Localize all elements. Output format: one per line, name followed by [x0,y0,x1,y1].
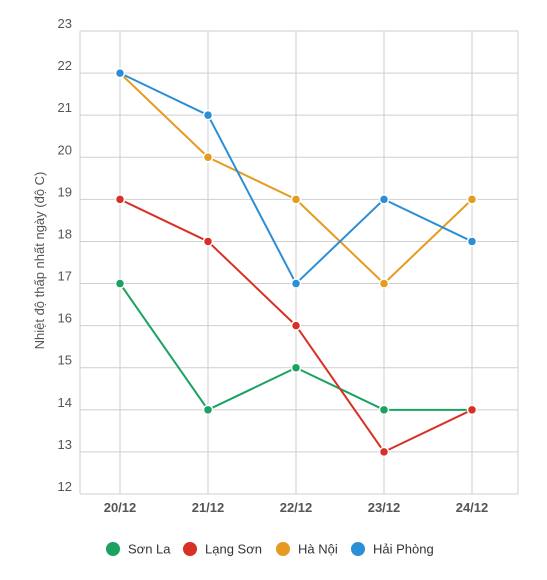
series-3 [114,67,478,289]
data-point[interactable] [466,194,478,205]
legend-item[interactable]: Hà Nội [276,542,338,557]
legend-label: Lạng Sơn [205,542,262,557]
legend-label: Sơn La [128,542,171,557]
y-axis-label: Nhiệt độ thấp nhất ngày (độ C) [32,172,47,350]
data-point[interactable] [378,446,390,458]
x-tick-label: 22/12 [280,500,313,515]
legend-label: Hà Nội [298,542,338,557]
data-point[interactable] [202,152,214,163]
y-tick-label: 22 [58,58,72,73]
legend-marker [276,542,290,556]
y-tick-label: 15 [58,353,72,368]
x-tick-label: 20/12 [104,500,137,515]
legend: Sơn La Lạng Sơn Hà Nội Hải Phòng [106,542,434,557]
data-point[interactable] [290,320,302,331]
y-tick-label: 13 [58,437,72,452]
x-tick-label: 24/12 [456,500,489,515]
series-0 [114,278,478,416]
data-point[interactable] [202,404,214,416]
y-axis-ticks: 12 13 14 15 16 17 18 19 20 21 22 23 [58,16,72,494]
y-tick-label: 21 [58,100,72,115]
data-point[interactable] [378,404,390,416]
legend-marker [183,542,197,556]
y-tick-label: 18 [58,226,72,241]
data-point[interactable] [114,278,126,289]
x-tick-label: 23/12 [368,500,401,515]
data-point[interactable] [202,109,214,121]
x-axis-ticks: 20/12 21/12 22/12 23/12 24/12 [104,500,489,515]
y-tick-label: 23 [58,16,72,31]
grid [79,30,519,495]
series-1 [114,194,478,458]
legend-marker [106,542,120,556]
y-tick-label: 19 [58,184,72,199]
series [114,67,478,458]
legend-item[interactable]: Hải Phòng [351,542,434,557]
y-tick-label: 16 [58,311,72,326]
legend-item[interactable]: Lạng Sơn [183,542,262,557]
legend-label: Hải Phòng [373,542,434,557]
data-point[interactable] [466,404,478,416]
y-tick-label: 20 [58,142,72,157]
series-2 [114,67,478,289]
y-tick-label: 17 [58,269,72,284]
legend-item[interactable]: Sơn La [106,542,171,557]
data-point[interactable] [378,194,390,205]
data-point[interactable] [378,278,390,289]
data-point[interactable] [114,67,126,79]
y-tick-label: 12 [58,479,72,494]
legend-marker [351,542,365,556]
y-tick-label: 14 [58,395,72,410]
data-point[interactable] [290,194,302,205]
data-point[interactable] [466,236,478,247]
data-point[interactable] [202,236,214,247]
data-point[interactable] [290,278,302,289]
data-point[interactable] [290,362,302,373]
x-tick-label: 21/12 [192,500,225,515]
data-point[interactable] [114,194,126,205]
